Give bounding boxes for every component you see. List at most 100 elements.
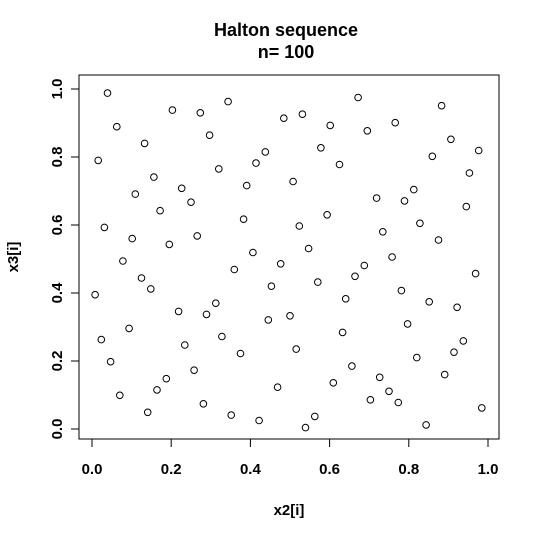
data-point bbox=[379, 228, 387, 236]
data-point bbox=[224, 97, 232, 106]
data-point bbox=[261, 148, 270, 156]
data-point bbox=[103, 89, 112, 97]
x-tick-label: 0.4 bbox=[240, 461, 262, 478]
data-point bbox=[434, 236, 443, 244]
data-point bbox=[193, 232, 201, 240]
data-point bbox=[338, 328, 347, 337]
data-point bbox=[450, 348, 458, 357]
data-point bbox=[150, 173, 158, 181]
data-point bbox=[116, 391, 124, 400]
data-point bbox=[137, 274, 146, 282]
plot-frame bbox=[78, 74, 500, 440]
data-point bbox=[397, 286, 406, 295]
y-tick-label: 0.4 bbox=[49, 282, 66, 304]
data-point bbox=[400, 197, 409, 205]
data-point bbox=[410, 185, 418, 194]
data-points bbox=[91, 89, 486, 432]
data-point bbox=[218, 332, 226, 341]
data-point bbox=[205, 131, 214, 139]
data-point bbox=[437, 101, 446, 110]
data-point bbox=[131, 190, 140, 198]
data-point bbox=[156, 206, 164, 215]
data-point bbox=[227, 411, 235, 419]
data-point bbox=[125, 324, 133, 333]
data-point bbox=[440, 370, 449, 379]
data-point bbox=[354, 93, 362, 102]
data-point bbox=[100, 223, 109, 232]
data-point bbox=[388, 253, 396, 261]
data-point bbox=[453, 303, 461, 312]
x-axis-label: x2[i] bbox=[274, 502, 305, 519]
chart-subtitle: n= 100 bbox=[258, 42, 315, 62]
data-point bbox=[286, 312, 294, 320]
data-point bbox=[391, 118, 400, 127]
x-tick-label: 0.8 bbox=[398, 461, 419, 478]
data-point bbox=[311, 412, 319, 421]
y-axis-label: x3[i] bbox=[5, 242, 22, 273]
x-tick-label: 1.0 bbox=[478, 461, 499, 478]
data-point bbox=[360, 261, 369, 270]
data-point bbox=[140, 139, 149, 148]
data-point bbox=[372, 194, 381, 202]
data-point bbox=[301, 423, 310, 432]
data-point bbox=[478, 404, 486, 412]
data-point bbox=[147, 285, 155, 293]
data-point bbox=[267, 282, 276, 291]
data-point bbox=[366, 396, 375, 404]
x-axis: 0.0 0.2 0.4 0.6 0.8 1.0 bbox=[82, 438, 499, 478]
data-point bbox=[317, 144, 325, 152]
data-point bbox=[255, 416, 263, 425]
chart-title: Halton sequence bbox=[214, 20, 358, 40]
data-point bbox=[119, 257, 127, 265]
data-point bbox=[422, 421, 430, 429]
data-point bbox=[264, 316, 273, 324]
data-point bbox=[276, 260, 285, 268]
data-point bbox=[94, 156, 102, 165]
data-point bbox=[459, 337, 468, 345]
data-point bbox=[335, 160, 344, 169]
data-point bbox=[97, 335, 106, 344]
data-point bbox=[304, 244, 313, 253]
data-point bbox=[165, 240, 174, 249]
data-point bbox=[341, 295, 350, 303]
data-point bbox=[174, 307, 183, 316]
y-tick-label: 0.8 bbox=[49, 147, 66, 168]
data-point bbox=[181, 341, 189, 349]
data-point bbox=[91, 290, 99, 299]
data-point bbox=[236, 349, 245, 358]
data-point bbox=[363, 127, 372, 135]
data-point bbox=[416, 219, 424, 228]
data-point bbox=[177, 184, 186, 193]
data-point bbox=[292, 345, 301, 353]
data-point bbox=[273, 383, 282, 392]
data-point bbox=[128, 234, 136, 243]
data-point bbox=[351, 272, 359, 281]
data-point bbox=[190, 366, 198, 375]
data-point bbox=[215, 165, 223, 173]
data-point bbox=[348, 362, 356, 370]
data-point bbox=[106, 357, 115, 366]
data-point bbox=[249, 248, 257, 257]
data-point bbox=[199, 400, 208, 408]
data-point bbox=[202, 310, 211, 319]
data-point bbox=[447, 135, 455, 144]
y-axis: 0.0 0.2 0.4 0.6 0.8 1.0 bbox=[49, 79, 80, 439]
data-point bbox=[239, 215, 248, 223]
data-point bbox=[242, 181, 251, 190]
data-point bbox=[375, 373, 384, 382]
data-point bbox=[329, 379, 338, 387]
data-point bbox=[403, 320, 412, 328]
data-point bbox=[153, 386, 161, 394]
data-point bbox=[394, 398, 403, 407]
x-tick-label: 0.0 bbox=[82, 461, 103, 478]
data-point bbox=[385, 387, 393, 396]
data-point bbox=[113, 122, 121, 131]
data-point bbox=[314, 278, 322, 286]
y-tick-label: 1.0 bbox=[49, 79, 66, 100]
data-point bbox=[168, 106, 177, 114]
data-point bbox=[280, 114, 288, 122]
data-point bbox=[196, 109, 205, 117]
x-tick-label: 0.2 bbox=[161, 461, 182, 478]
data-point bbox=[462, 202, 471, 211]
